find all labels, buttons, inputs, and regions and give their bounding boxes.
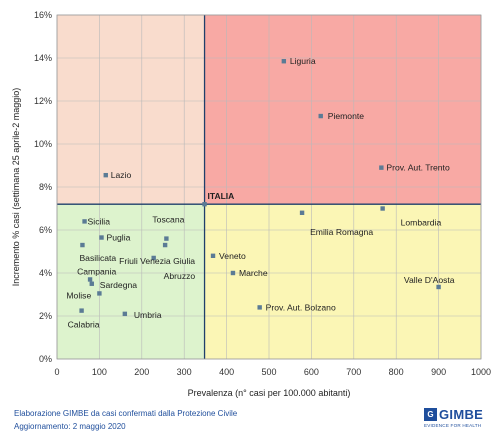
- data-point: [210, 253, 216, 258]
- point-label: Umbria: [134, 310, 162, 320]
- point-label: Lazio: [111, 170, 132, 180]
- point-label: Sardegna: [100, 280, 137, 290]
- data-point: [230, 270, 236, 276]
- data-point: [162, 242, 168, 248]
- x-axis-title: Prevalenza (n° casi per 100.000 abitanti…: [188, 388, 351, 398]
- x-tick-label: 900: [431, 367, 446, 377]
- point-label: Molise: [66, 290, 91, 300]
- data-point: [122, 311, 128, 317]
- point-label: Sicilia: [88, 216, 111, 226]
- y-tick-label: 8%: [39, 182, 52, 192]
- update-note: Aggiornamento: 2 maggio 2020: [14, 422, 126, 431]
- x-tick-label: 100: [92, 367, 107, 377]
- data-point: [299, 210, 305, 215]
- point-label: Emilia Romagna: [310, 227, 373, 237]
- y-tick-label: 0%: [39, 354, 52, 364]
- point-label: Prov. Aut. Bolzano: [266, 302, 336, 312]
- x-tick-label: 700: [346, 367, 361, 377]
- data-point: [89, 281, 94, 286]
- data-point: [436, 284, 441, 290]
- y-tick-label: 6%: [39, 225, 52, 235]
- point-label: Liguria: [290, 56, 316, 66]
- data-point: [151, 255, 156, 261]
- x-tick-label: 1000: [471, 367, 491, 377]
- plot-frame: [56, 14, 482, 360]
- data-point: [164, 236, 169, 241]
- x-tick-label: 800: [389, 367, 404, 377]
- x-tick-label: 400: [219, 367, 234, 377]
- y-tick-label: 2%: [39, 311, 52, 321]
- point-label: Basilicata: [79, 253, 116, 263]
- y-tick-label: 4%: [39, 268, 52, 278]
- plot-border: [56, 14, 482, 360]
- point-labels: Liguria Piemonte Prov. Aut. Trento Lazio Lom…: [66, 56, 454, 329]
- y-tick-label: 12%: [34, 96, 52, 106]
- point-label: Calabria: [68, 320, 100, 330]
- logo-name: GIMBE: [439, 407, 484, 422]
- point-label: Abruzzo: [164, 271, 196, 281]
- data-points: [79, 59, 441, 317]
- point-label: Piemonte: [328, 111, 365, 121]
- reference-lines: ITALIA: [57, 15, 481, 359]
- point-label: Toscana: [152, 215, 184, 225]
- data-point: [87, 277, 93, 282]
- quadrant-top-right: [204, 15, 481, 205]
- logo-mark: G: [424, 408, 437, 421]
- y-tick-label: 16%: [34, 10, 52, 20]
- x-tick-label: 500: [261, 367, 276, 377]
- y-tick-label: 14%: [34, 53, 52, 63]
- y-axis-title: Incremento % casi (settimana 25 aprile-2…: [11, 88, 21, 287]
- tick-labels: 0 100 200 300 400 500 600 700 800 900 1000 0% 2% 4% 6%…: [34, 10, 491, 377]
- point-label: Marche: [239, 268, 268, 278]
- data-point: [257, 305, 262, 310]
- logo-tagline: EVIDENCE FOR HEALTH: [424, 423, 482, 428]
- data-point: [80, 242, 85, 248]
- point-label: Campania: [77, 266, 116, 276]
- y-tick-label: 10%: [34, 139, 52, 149]
- point-label: Valle D'Aosta: [404, 275, 455, 285]
- point-label: Friuli Venezia Giulia: [119, 256, 195, 266]
- reference-label: ITALIA: [208, 191, 235, 201]
- data-point: [79, 308, 84, 313]
- point-label: Prov. Aut. Trento: [386, 163, 450, 173]
- point-label: Veneto: [219, 251, 246, 261]
- data-point: [103, 172, 108, 178]
- data-point: [97, 291, 102, 296]
- x-tick-label: 0: [54, 367, 59, 377]
- point-label: Puglia: [107, 233, 131, 243]
- x-tick-label: 300: [177, 367, 192, 377]
- data-point: [380, 206, 385, 211]
- gimbe-logo: G GIMBE EVIDENCE FOR HEALTH: [424, 407, 492, 434]
- source-note: Elaborazione GIMBE da casi confermati da…: [14, 409, 238, 418]
- x-tick-label: 200: [134, 367, 149, 377]
- data-point: [318, 113, 323, 119]
- data-point: [281, 59, 287, 64]
- point-label: Lombardia: [401, 218, 442, 228]
- data-point: [82, 219, 87, 224]
- quadrant-top-left: [57, 15, 205, 205]
- data-point: [99, 235, 104, 240]
- x-tick-label: 600: [304, 367, 319, 377]
- data-point: [379, 165, 384, 170]
- reference-point: [202, 202, 207, 207]
